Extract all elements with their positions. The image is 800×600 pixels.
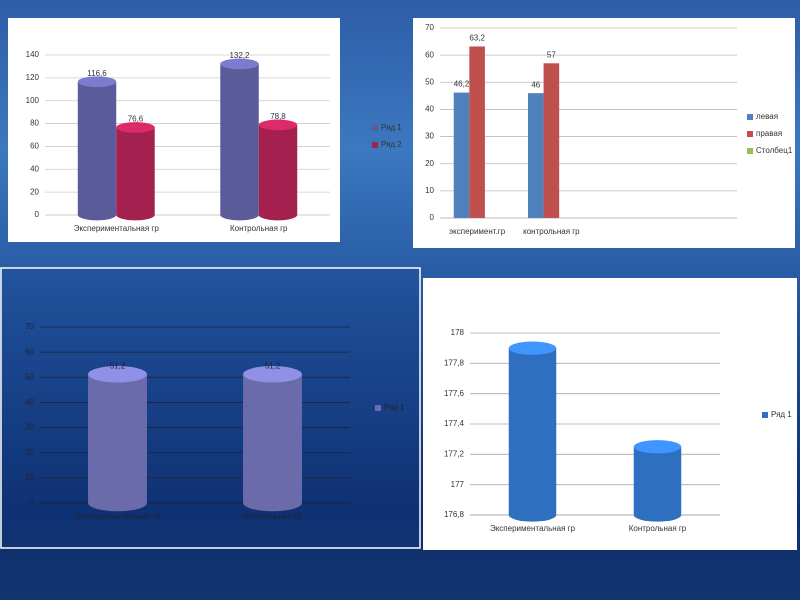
y-tick-label: 0 xyxy=(430,213,435,222)
y-tick-label: 10 xyxy=(25,473,34,482)
bar-cap xyxy=(633,440,682,454)
y-tick-label: 70 xyxy=(425,23,434,32)
legend-swatch xyxy=(747,114,753,120)
y-tick-label: 178 xyxy=(451,328,465,337)
y-tick-label: 60 xyxy=(30,142,39,151)
value-label: 46,2 xyxy=(454,80,470,89)
y-tick-label: 40 xyxy=(30,164,39,173)
y-tick-label: 70 xyxy=(25,322,34,331)
bar-cap xyxy=(88,366,147,383)
y-tick-label: 40 xyxy=(425,105,434,114)
legend-label: Ряд 1 xyxy=(381,123,402,132)
y-tick-label: 60 xyxy=(425,50,434,59)
bar-cap xyxy=(258,119,298,131)
legend-swatch xyxy=(762,412,768,418)
x-tick-label: контрольная гр xyxy=(523,227,580,236)
y-tick-label: 30 xyxy=(425,132,434,141)
y-tick-label: 20 xyxy=(30,187,39,196)
bar xyxy=(77,81,117,221)
y-tick-label: 30 xyxy=(25,423,34,432)
y-tick-label: 177,4 xyxy=(444,419,465,428)
legend-swatch xyxy=(372,125,378,131)
legend-swatch xyxy=(375,405,381,411)
y-tick-label: 20 xyxy=(25,448,34,457)
bar xyxy=(469,46,485,219)
x-tick-label: Контрольная гр xyxy=(244,512,302,521)
value-label: 116,6 xyxy=(87,69,107,78)
legend-label: правая xyxy=(756,129,782,138)
y-tick-label: 40 xyxy=(25,398,34,407)
x-tick-label: Экспериментальная гр xyxy=(75,512,161,521)
y-tick-label: 120 xyxy=(26,73,40,82)
x-tick-label: Экспериментальная гр xyxy=(490,524,576,533)
value-label: 57 xyxy=(547,50,556,59)
y-tick-label: 80 xyxy=(30,119,39,128)
bar-cap xyxy=(77,76,117,88)
bar xyxy=(508,348,557,522)
bar xyxy=(258,124,298,221)
legend-label: Ряд 1 xyxy=(771,410,792,419)
y-tick-label: 50 xyxy=(25,372,34,381)
y-tick-label: 140 xyxy=(26,50,40,59)
panel xyxy=(423,278,797,550)
y-tick-label: 10 xyxy=(425,186,434,195)
bar xyxy=(633,446,682,522)
x-tick-label: Экспериментальная гр xyxy=(74,224,160,233)
y-tick-label: 0 xyxy=(30,498,35,507)
y-tick-label: 0 xyxy=(35,210,40,219)
legend-label: левая xyxy=(756,112,778,121)
bar xyxy=(543,63,560,219)
bar-cap xyxy=(220,58,259,70)
bar xyxy=(527,93,544,218)
y-tick-label: 60 xyxy=(25,347,34,356)
bar xyxy=(453,92,470,218)
bar-cap xyxy=(116,122,155,133)
legend-swatch xyxy=(747,148,753,154)
y-tick-label: 20 xyxy=(425,159,434,168)
bar-cap xyxy=(243,366,302,383)
bar xyxy=(116,127,155,221)
x-tick-label: Контрольная гр xyxy=(629,524,687,533)
legend-label: Ряд 1 xyxy=(384,403,405,412)
bar xyxy=(88,374,147,512)
value-label: 132,2 xyxy=(229,51,250,60)
legend-swatch xyxy=(747,131,753,137)
x-tick-label: эксперимент.гр xyxy=(449,227,506,236)
bar xyxy=(220,63,259,221)
value-label: 46 xyxy=(531,80,540,89)
value-label: 51,2 xyxy=(265,361,281,370)
legend-label: Ряд 2 xyxy=(381,140,402,149)
x-tick-label: Контрольная гр xyxy=(230,224,288,233)
value-label: 76,6 xyxy=(128,115,144,124)
value-label: 78,8 xyxy=(270,112,286,121)
legend-swatch xyxy=(372,142,378,148)
panel xyxy=(0,267,421,549)
value-label: 51,2 xyxy=(110,361,126,370)
value-label: 63,2 xyxy=(469,34,485,43)
y-tick-label: 177,8 xyxy=(444,358,465,367)
bar-cap xyxy=(508,341,557,355)
y-tick-label: 177,2 xyxy=(444,449,465,458)
y-tick-label: 177 xyxy=(451,480,465,489)
y-tick-label: 100 xyxy=(26,96,40,105)
legend-label: Столбец1 xyxy=(756,146,793,155)
y-tick-label: 50 xyxy=(425,77,434,86)
y-tick-label: 176,8 xyxy=(444,510,465,519)
y-tick-label: 177,6 xyxy=(444,389,465,398)
bar xyxy=(243,374,302,512)
